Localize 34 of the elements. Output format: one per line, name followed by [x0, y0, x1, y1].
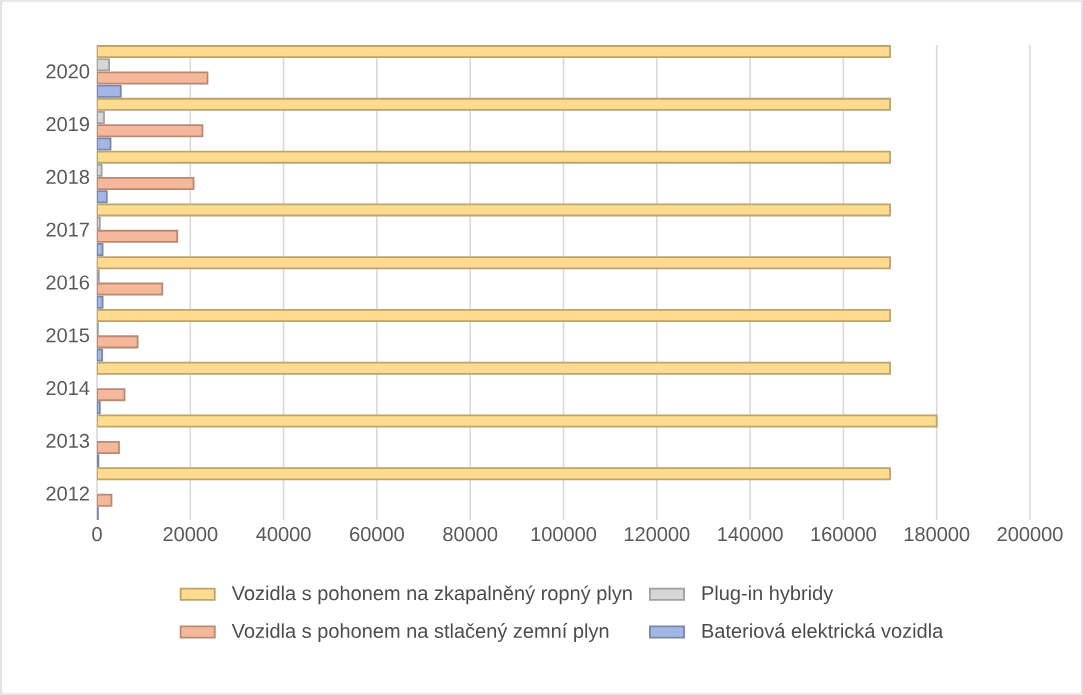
bar: [97, 163, 103, 177]
y-tick-label: 2016: [46, 275, 90, 290]
y-tick-label: 2012: [46, 486, 89, 501]
x-tick-label: 0: [92, 527, 102, 542]
y-tick-label: 2015: [46, 328, 90, 343]
legend-label: Vozidla s pohonem na zkapalněný ropný plyn: [231, 585, 632, 605]
legend-label: Plug-in hybridy: [702, 585, 834, 605]
y-tick-label: 2018: [46, 169, 90, 185]
y-tick-label: 2017: [46, 222, 89, 237]
x-tick-label: 60000: [350, 527, 404, 542]
x-tick-label: 120000: [624, 527, 690, 542]
legend-label: Bateriová elektrická vozidla: [702, 623, 944, 639]
bar: [97, 243, 104, 257]
bar: [97, 137, 112, 151]
bar: [97, 190, 108, 204]
bar: [97, 401, 101, 415]
bar: [97, 295, 104, 309]
bar: [97, 58, 111, 72]
x-tick-label: 180000: [904, 527, 970, 542]
x-tick-label: 80000: [443, 527, 498, 542]
bar: [97, 348, 104, 362]
bar: [97, 111, 105, 125]
y-tick-label: 2014: [46, 380, 90, 396]
x-tick-label: 100000: [531, 527, 597, 542]
y-tick-label: 2020: [46, 64, 90, 79]
x-tick-label: 20000: [163, 527, 218, 542]
y-tick-label: 2019: [46, 117, 89, 132]
x-tick-label: 160000: [811, 527, 876, 542]
x-tick-label: 200000: [997, 527, 1063, 542]
legend-label: Vozidla s pohonem na stlačený zemní plyn: [231, 623, 609, 642]
y-tick-label: 2013: [46, 433, 90, 448]
bar: [97, 84, 122, 98]
x-tick-label: 140000: [718, 527, 783, 542]
x-tick-label: 40000: [256, 527, 311, 542]
